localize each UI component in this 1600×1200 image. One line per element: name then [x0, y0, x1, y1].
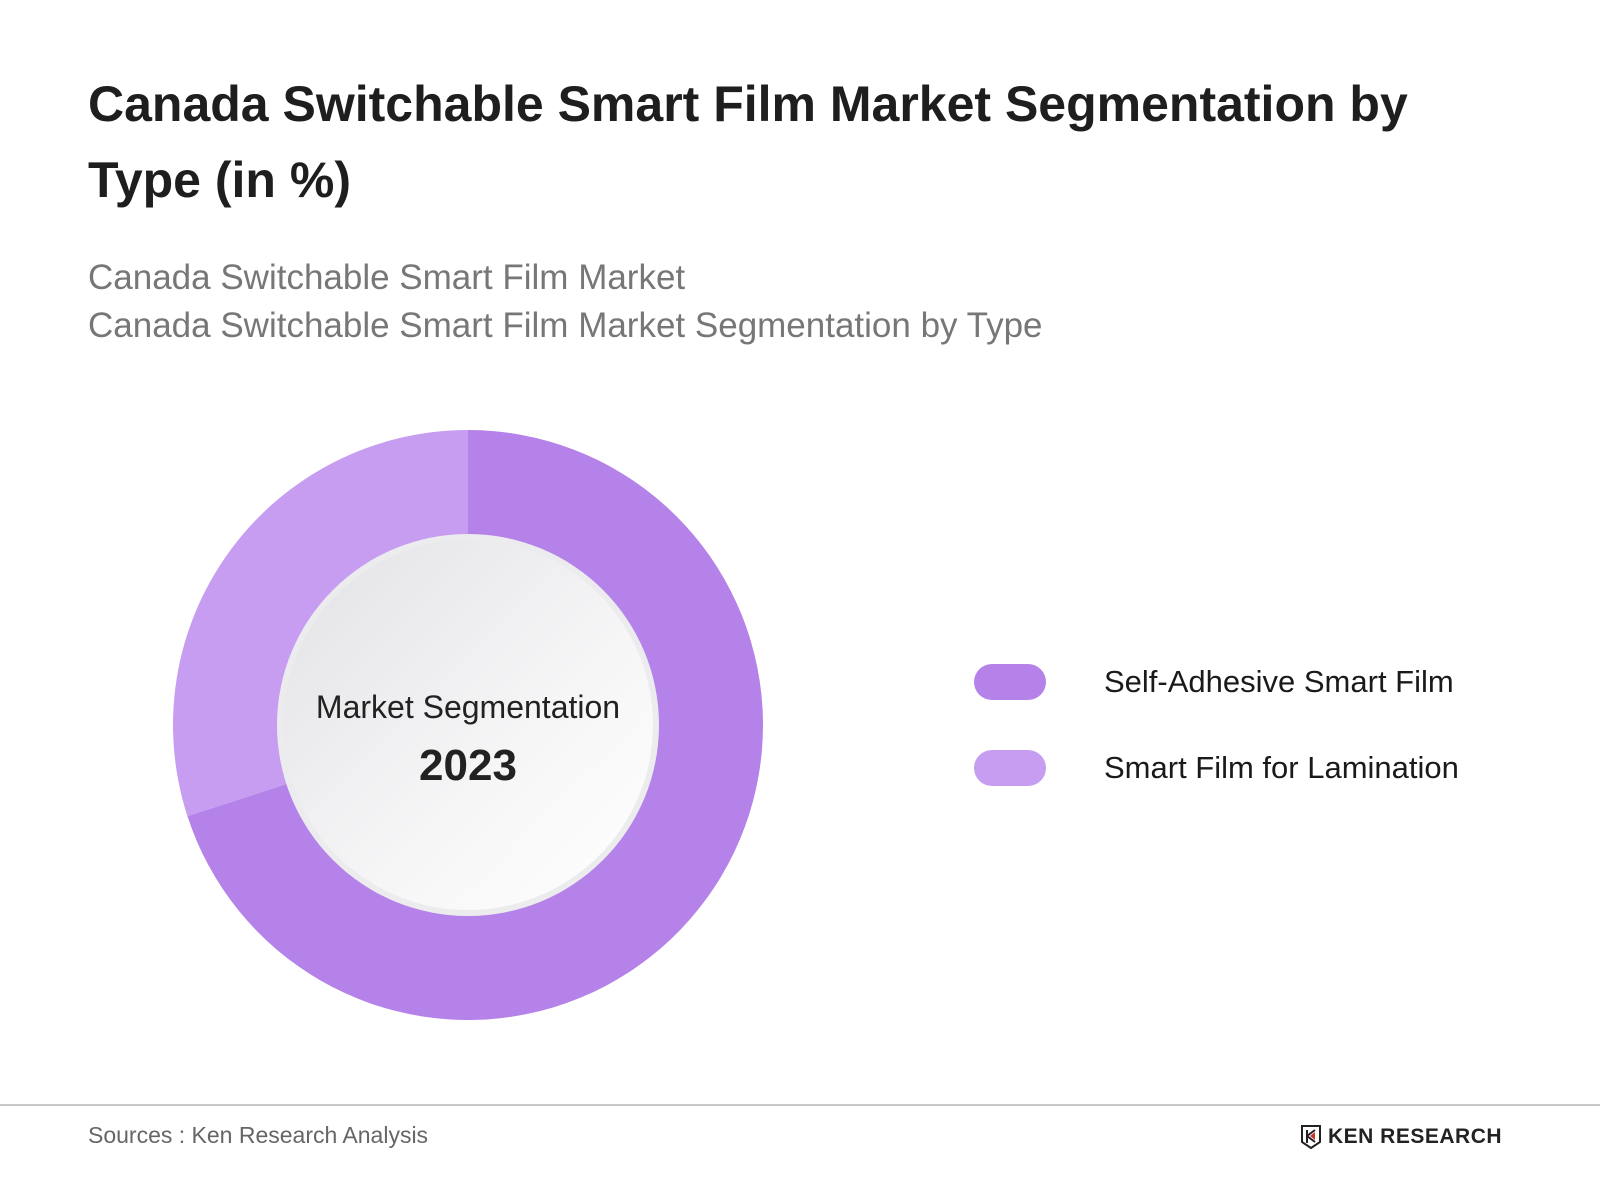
donut-chart: Market Segmentation 2023 [172, 429, 763, 1020]
legend-swatch [974, 664, 1046, 700]
source-note: Sources : Ken Research Analysis [88, 1122, 429, 1148]
legend-label: Self-Adhesive Smart Film [1104, 664, 1454, 699]
logo-shield-icon [1301, 1125, 1321, 1150]
donut-slice-smart-film-for-lamination [172, 429, 468, 817]
donut-slice-self-adhesive-smart-film [187, 430, 763, 1020]
center-year: 2023 [419, 741, 517, 790]
footer-divider [0, 1104, 1600, 1106]
center-label: Market Segmentation [316, 689, 620, 725]
legend-label: Smart Film for Lamination [1104, 750, 1459, 785]
legend-item-lamination: Smart Film for Lamination [974, 750, 1459, 786]
subtitle-2: Canada Switchable Smart Film Market Segm… [88, 306, 1043, 345]
subtitle-1: Canada Switchable Smart Film Market [88, 258, 686, 297]
ken-research-logo: KEN RESEARCH [1300, 1124, 1502, 1150]
inner-circle [283, 540, 653, 910]
legend-swatch [974, 750, 1046, 786]
legend-item-self-adhesive: Self-Adhesive Smart Film [974, 664, 1454, 700]
logo-text: KEN RESEARCH [1328, 1125, 1503, 1148]
page-title: Canada Switchable Smart Film Market Segm… [88, 76, 1408, 208]
